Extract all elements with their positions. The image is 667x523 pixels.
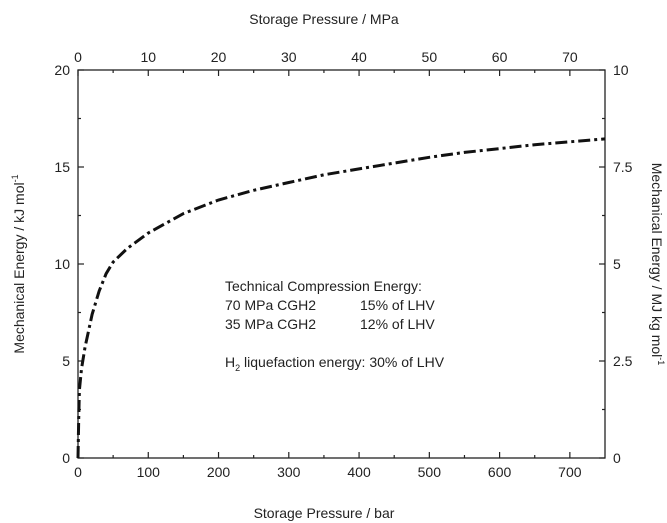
annotation-row-2-value: 12% of LHV xyxy=(360,316,435,332)
x-bottom-tick-label: 700 xyxy=(558,464,582,480)
plot-frame xyxy=(77,69,606,459)
y-left-tick-label: 15 xyxy=(54,159,70,175)
x-bottom-tick-label: 0 xyxy=(74,464,82,480)
series-line xyxy=(76,137,606,459)
annotation-row-1-value: 15% of LHV xyxy=(360,297,435,313)
y-left-tick-label: 10 xyxy=(54,256,70,272)
x-bottom-tick-label: 400 xyxy=(347,464,371,480)
x-top-tick-label: 30 xyxy=(281,49,297,65)
annotation-liquefaction: H2 liquefaction energy: 30% of LHV xyxy=(225,354,445,373)
x-bottom-tick-label: 600 xyxy=(488,464,512,480)
x-top-tick-label: 70 xyxy=(562,49,578,65)
annotation-row-2-label: 35 MPa CGH2 xyxy=(225,316,316,332)
x-top-tick-label: 40 xyxy=(351,49,367,65)
y-right-tick-label: 10 xyxy=(613,62,629,78)
liquefaction-sub: 2 xyxy=(235,363,240,373)
y-right-tick-label: 0 xyxy=(613,450,621,466)
ticks xyxy=(77,69,605,459)
x-axis-title-bottom: Storage Pressure / bar xyxy=(254,505,395,521)
x-top-tick-label: 10 xyxy=(140,49,156,65)
x-bottom-tick-label: 200 xyxy=(207,464,231,480)
x-bottom-tick-label: 500 xyxy=(418,464,442,480)
y-left-tick-label: 20 xyxy=(54,62,70,78)
y-axis-title-left: Mechanical Energy / kJ mol-1 xyxy=(10,174,27,353)
y-left-tick-label: 0 xyxy=(62,450,70,466)
x-bottom-tick-label: 300 xyxy=(277,464,301,480)
y-right-tick-label: 7.5 xyxy=(613,159,633,175)
x-top-tick-label: 50 xyxy=(422,49,438,65)
y-right-tick-label: 5 xyxy=(613,256,621,272)
x-top-tick-label: 60 xyxy=(492,49,508,65)
x-bottom-tick-label: 100 xyxy=(137,464,161,480)
y-left-tick-label: 5 xyxy=(62,353,70,369)
x-top-tick-label: 0 xyxy=(74,49,82,65)
annotation-row-1-label: 70 MPa CGH2 xyxy=(225,297,316,313)
y-axis-title-left-main: Mechanical Energy / kJ mol xyxy=(11,182,27,353)
y-right-tick-label: 2.5 xyxy=(613,353,633,369)
y-axis-title-left-sup: -1 xyxy=(10,174,20,182)
liquefaction-h: H xyxy=(225,354,235,370)
x-axis-title-top: Storage Pressure / MPa xyxy=(249,11,399,27)
y-axis-title-right: Mechanical Energy / MJ kg mol-1 xyxy=(649,163,666,366)
y-axis-title-right-sup: -1 xyxy=(656,357,666,365)
annotation: Technical Compression Energy: 70 MPa CGH… xyxy=(225,278,445,373)
liquefaction-text: liquefaction energy: 30% of LHV xyxy=(240,354,445,370)
annotation-heading: Technical Compression Energy: xyxy=(225,278,422,294)
x-top-tick-label: 20 xyxy=(211,49,227,65)
y-axis-title-right-main: Mechanical Energy / MJ kg mol xyxy=(649,163,665,358)
